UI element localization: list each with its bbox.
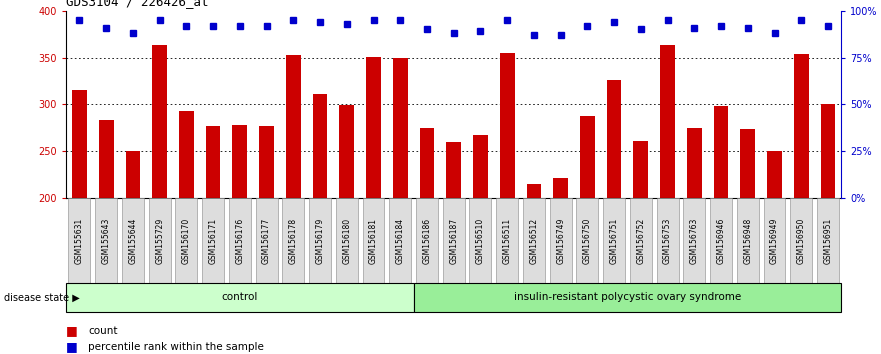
Bar (179, 111, 194, 198)
Bar (126, 152, 140, 198)
Bar (790, 198, 812, 283)
Bar (740, 129, 755, 198)
Bar (233, 125, 248, 198)
Text: GSM155643: GSM155643 (101, 217, 111, 264)
Text: insulin-resistant polycystic ovary syndrome: insulin-resistant polycystic ovary syndr… (514, 292, 741, 302)
Text: GSM156179: GSM156179 (315, 218, 324, 264)
Text: GSM156946: GSM156946 (716, 217, 726, 264)
Bar (603, 198, 626, 283)
Bar (630, 198, 652, 283)
Bar (175, 198, 197, 283)
Bar (500, 53, 515, 198)
Bar (393, 57, 408, 198)
Text: GSM156951: GSM156951 (824, 218, 833, 264)
Bar (202, 198, 224, 283)
Text: GSM156751: GSM156751 (610, 218, 618, 264)
Bar (817, 198, 839, 283)
Bar (66, 283, 413, 312)
Bar (366, 57, 381, 198)
Text: GSM156753: GSM156753 (663, 217, 672, 264)
Text: GSM156948: GSM156948 (744, 218, 752, 264)
Bar (496, 198, 518, 283)
Bar (684, 198, 706, 283)
Bar (313, 94, 328, 198)
Bar (69, 198, 91, 283)
Text: GSM156512: GSM156512 (529, 218, 538, 264)
Text: GSM156950: GSM156950 (796, 217, 806, 264)
Bar (447, 142, 461, 198)
Bar (550, 198, 572, 283)
Text: GSM156170: GSM156170 (181, 218, 191, 264)
Text: GSM156749: GSM156749 (556, 217, 565, 264)
Bar (336, 198, 358, 283)
Text: GSM156177: GSM156177 (262, 218, 271, 264)
Bar (282, 198, 304, 283)
Bar (443, 198, 464, 283)
Text: GSM156181: GSM156181 (369, 218, 378, 264)
Bar (794, 54, 809, 198)
Bar (309, 198, 331, 283)
Bar (764, 198, 786, 283)
Bar (737, 198, 759, 283)
Bar (687, 128, 701, 198)
Text: GSM156178: GSM156178 (289, 218, 298, 264)
Text: GSM155729: GSM155729 (155, 218, 164, 264)
Text: disease state ▶: disease state ▶ (4, 292, 80, 302)
Bar (416, 198, 438, 283)
Text: GSM156176: GSM156176 (235, 218, 244, 264)
Bar (95, 198, 117, 283)
Bar (607, 80, 621, 198)
Bar (553, 178, 568, 198)
Bar (363, 198, 384, 283)
Text: GSM156510: GSM156510 (476, 218, 485, 264)
Text: GSM156752: GSM156752 (636, 218, 646, 264)
Bar (149, 198, 171, 283)
Bar (710, 198, 732, 283)
Text: control: control (222, 292, 258, 302)
Bar (286, 55, 300, 198)
Bar (99, 120, 114, 198)
Text: GSM156186: GSM156186 (423, 218, 432, 264)
Text: GSM156171: GSM156171 (209, 218, 218, 264)
Bar (72, 90, 87, 198)
Bar (527, 184, 541, 198)
Bar (820, 104, 835, 198)
Bar (473, 135, 488, 198)
Bar (339, 105, 354, 198)
Bar (152, 45, 167, 198)
Bar (229, 198, 251, 283)
Bar (206, 126, 220, 198)
Bar (656, 198, 678, 283)
Bar (470, 198, 492, 283)
Text: GSM156763: GSM156763 (690, 217, 699, 264)
Bar (633, 141, 648, 198)
Bar (255, 198, 278, 283)
Bar (714, 106, 729, 198)
Bar (660, 45, 675, 198)
Bar (767, 152, 781, 198)
Bar (419, 128, 434, 198)
Text: GSM156511: GSM156511 (503, 218, 512, 264)
Text: GDS3104 / 226426_at: GDS3104 / 226426_at (66, 0, 209, 8)
Text: percentile rank within the sample: percentile rank within the sample (88, 342, 264, 352)
Bar (413, 283, 841, 312)
Bar (122, 198, 144, 283)
Text: GSM155631: GSM155631 (75, 218, 84, 264)
Text: ■: ■ (66, 325, 82, 337)
Text: GSM156949: GSM156949 (770, 217, 779, 264)
Bar (523, 198, 544, 283)
Text: GSM156187: GSM156187 (449, 218, 458, 264)
Text: GSM155644: GSM155644 (129, 217, 137, 264)
Text: GSM156750: GSM156750 (583, 217, 592, 264)
Text: GSM156184: GSM156184 (396, 218, 404, 264)
Text: GSM156180: GSM156180 (343, 218, 352, 264)
Text: count: count (88, 326, 117, 336)
Bar (259, 126, 274, 198)
Bar (389, 198, 411, 283)
Bar (580, 116, 595, 198)
Bar (576, 198, 598, 283)
Text: ■: ■ (66, 341, 82, 353)
